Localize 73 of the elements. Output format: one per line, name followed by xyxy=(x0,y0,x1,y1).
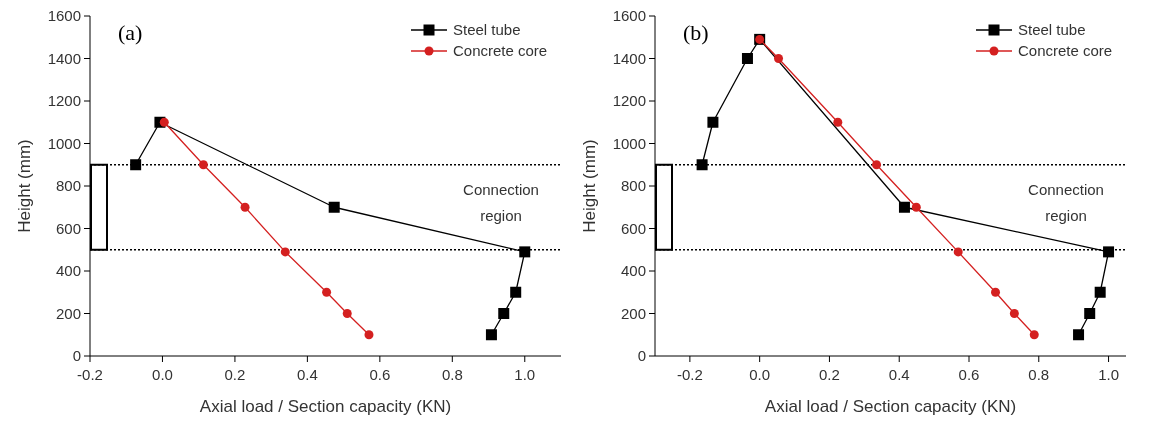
x-axis-title: Axial load / Section capacity (KN) xyxy=(199,397,452,416)
point xyxy=(498,308,510,319)
x-tick-label: 0.0 xyxy=(152,366,173,383)
x-tick-label: 1.0 xyxy=(514,366,536,383)
y-tick-label: 400 xyxy=(620,262,646,280)
x-tick-label: -0.2 xyxy=(676,366,703,383)
point xyxy=(130,159,142,171)
point xyxy=(696,159,708,171)
annotation: Connection region xyxy=(463,181,539,225)
y-tick-label: 200 xyxy=(620,304,646,322)
point xyxy=(328,201,340,213)
x-tick-label: 0.8 xyxy=(441,366,463,383)
x-tick-label: 0.0 xyxy=(749,366,771,383)
point xyxy=(872,160,882,170)
y-tick-label: 800 xyxy=(55,177,81,195)
y-tick-label: 1200 xyxy=(47,92,81,110)
legend-label: Steel tube xyxy=(1018,21,1086,39)
point xyxy=(510,286,522,298)
y-tick-label: 1000 xyxy=(612,134,646,152)
point xyxy=(198,160,208,170)
point xyxy=(833,117,843,127)
point xyxy=(991,287,1001,297)
y-axis-title: Height (mm) xyxy=(580,139,599,233)
y-tick-label: 0 xyxy=(72,347,81,365)
point xyxy=(1094,286,1106,298)
x-tick-label: 0.6 xyxy=(369,366,391,383)
point xyxy=(485,329,497,341)
chart-title: (a) xyxy=(118,20,143,45)
x-tick-label: -0.2 xyxy=(77,366,103,383)
annotation: Connection region xyxy=(1028,181,1104,225)
point xyxy=(1029,330,1039,340)
point xyxy=(159,117,169,127)
y-tick-label: 0 xyxy=(637,347,646,365)
y-tick-label: 1400 xyxy=(47,49,81,67)
point xyxy=(953,247,963,257)
y-tick-label: 800 xyxy=(620,177,646,195)
point xyxy=(1073,329,1085,341)
legend-label: Steel tube xyxy=(453,21,521,39)
y-axis-title: Height (mm) xyxy=(15,139,34,233)
point xyxy=(898,201,910,213)
x-tick-label: 0.2 xyxy=(224,366,246,383)
y-tick-label: 600 xyxy=(620,219,646,237)
point xyxy=(707,116,719,128)
point xyxy=(774,54,784,63)
y-tick-label: 1600 xyxy=(47,7,81,25)
y-tick-label: 1600 xyxy=(612,7,646,25)
y-tick-label: 1400 xyxy=(612,49,646,67)
point xyxy=(1103,246,1115,258)
point xyxy=(342,309,352,318)
point xyxy=(741,53,753,64)
point xyxy=(280,247,290,257)
chart-title: (b) xyxy=(683,20,709,45)
y-tick-label: 1000 xyxy=(47,134,81,152)
point xyxy=(322,287,332,297)
y-tick-label: 200 xyxy=(55,304,81,322)
legend-label: Concrete core xyxy=(453,42,548,60)
y-tick-label: 1200 xyxy=(612,92,646,110)
point xyxy=(911,202,921,212)
x-tick-label: 0.4 xyxy=(888,366,910,383)
point xyxy=(519,246,531,258)
point xyxy=(1009,309,1019,318)
point xyxy=(1084,308,1096,319)
point xyxy=(364,330,374,340)
y-tick-label: 400 xyxy=(55,262,81,280)
x-tick-label: 0.6 xyxy=(958,366,980,383)
legend-label: Concrete core xyxy=(1018,42,1113,60)
x-tick-label: 0.2 xyxy=(819,366,840,383)
x-tick-label: 1.0 xyxy=(1098,366,1119,383)
x-tick-label: 0.8 xyxy=(1028,366,1050,383)
point xyxy=(240,202,250,212)
x-tick-label: 0.4 xyxy=(296,366,318,383)
y-tick-label: 600 xyxy=(55,219,81,237)
x-axis-title: Axial load / Section capacity (KN) xyxy=(764,397,1017,416)
